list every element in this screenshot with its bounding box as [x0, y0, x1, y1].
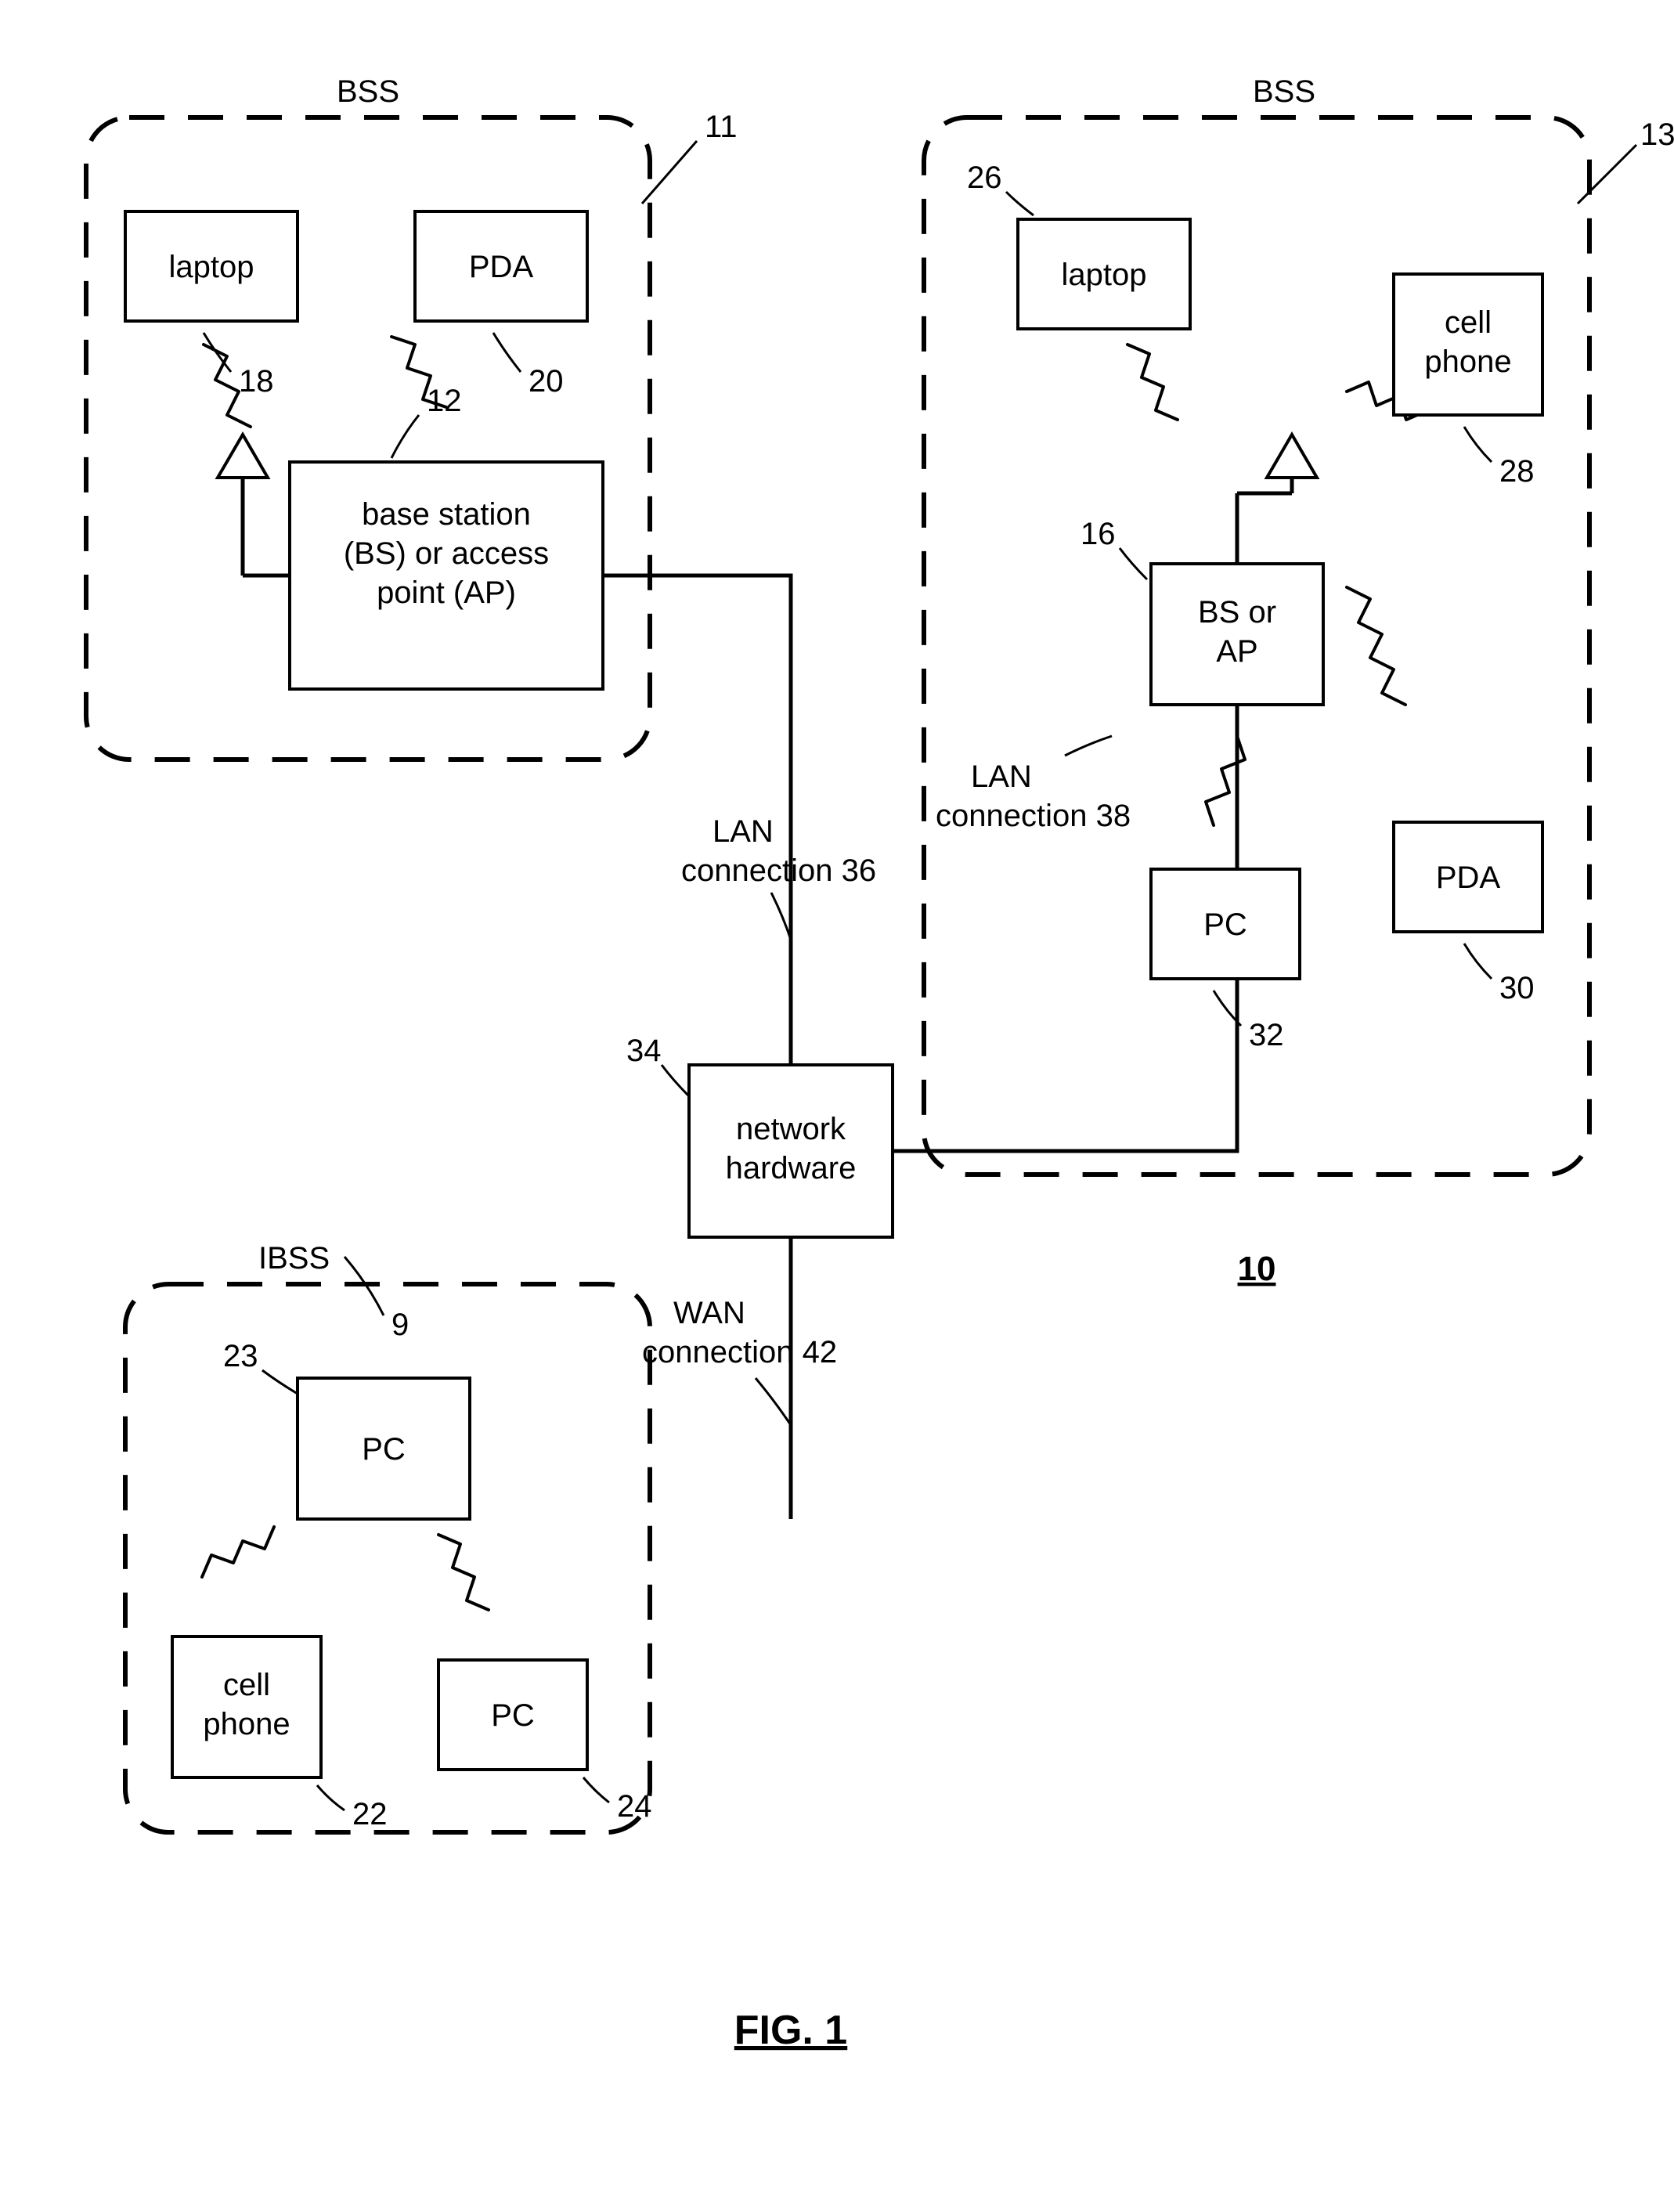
svg-text:AP: AP: [1216, 634, 1257, 669]
node-pc-right: PC 32: [1151, 869, 1300, 1052]
svg-text:hardware: hardware: [726, 1151, 857, 1185]
svg-text:18: 18: [239, 364, 274, 399]
svg-text:32: 32: [1249, 1018, 1284, 1052]
node-pda-right: PDA 30: [1394, 822, 1542, 1005]
svg-text:base station: base station: [362, 497, 531, 532]
svg-text:30: 30: [1499, 971, 1535, 1005]
group-ref: 9: [391, 1308, 409, 1342]
svg-text:23: 23: [223, 1339, 258, 1373]
svg-text:26: 26: [967, 161, 1002, 195]
svg-text:16: 16: [1081, 517, 1116, 551]
node-laptop-right: laptop 26: [967, 161, 1190, 329]
svg-text:34: 34: [626, 1034, 662, 1068]
antenna-right: [1237, 435, 1317, 564]
rf-link: [1127, 345, 1178, 420]
antenna-left: [218, 435, 290, 576]
node-bs-left: base station (BS) or access point (AP) 1…: [290, 384, 603, 689]
svg-text:cell: cell: [223, 1668, 270, 1702]
svg-text:BS or: BS or: [1198, 595, 1276, 630]
svg-text:point (AP): point (AP): [377, 576, 516, 610]
svg-text:12: 12: [427, 384, 462, 418]
node-pc-ibss-bot: PC 24: [438, 1660, 652, 1824]
svg-text:22: 22: [352, 1797, 388, 1831]
svg-text:24: 24: [617, 1789, 652, 1824]
svg-text:connection 42: connection 42: [642, 1335, 837, 1369]
svg-text:20: 20: [529, 364, 564, 399]
svg-text:PC: PC: [491, 1698, 535, 1733]
svg-text:phone: phone: [203, 1707, 290, 1741]
svg-text:28: 28: [1499, 454, 1535, 489]
figure-title: FIG. 1: [734, 2008, 847, 2053]
node-bs-right: BS or AP 16: [1081, 517, 1323, 705]
node-pc-ibss-top: PC 23: [223, 1339, 470, 1519]
node-pda-left: PDA 20: [415, 211, 587, 399]
svg-text:LAN: LAN: [971, 760, 1032, 794]
svg-text:10: 10: [1238, 1250, 1276, 1288]
svg-text:network: network: [736, 1112, 846, 1146]
group-label: BSS: [337, 74, 399, 109]
group-ref: 13: [1640, 117, 1674, 152]
svg-text:laptop: laptop: [169, 250, 254, 284]
svg-text:PC: PC: [362, 1432, 406, 1467]
svg-text:PDA: PDA: [469, 250, 534, 284]
svg-text:phone: phone: [1424, 345, 1511, 379]
system-ref: 10: [1238, 1250, 1276, 1288]
svg-text:FIG. 1: FIG. 1: [734, 2008, 847, 2053]
svg-text:LAN: LAN: [713, 814, 774, 849]
svg-text:PDA: PDA: [1436, 861, 1501, 895]
svg-text:WAN: WAN: [673, 1296, 745, 1330]
svg-text:connection 36: connection 36: [681, 853, 876, 888]
rf-link: [438, 1535, 489, 1610]
node-laptop-left: laptop 18: [125, 211, 298, 399]
rf-link: [1347, 587, 1405, 705]
node-cellphone-right: cell phone 28: [1394, 274, 1542, 489]
svg-text:connection 38: connection 38: [936, 799, 1131, 833]
node-cellphone-ibss: cell phone 22: [172, 1636, 388, 1831]
connection-wan: WAN connection 42: [642, 1237, 837, 1519]
node-network-hardware: network hardware 34: [626, 1034, 893, 1237]
group-label: BSS: [1253, 74, 1315, 109]
connection-lan-left: LAN connection 36: [603, 576, 876, 1065]
rf-link: [202, 1527, 274, 1577]
svg-text:laptop: laptop: [1062, 258, 1147, 292]
svg-text:(BS) or access: (BS) or access: [344, 536, 549, 571]
svg-text:cell: cell: [1445, 305, 1492, 340]
svg-text:PC: PC: [1203, 908, 1247, 942]
group-label: IBSS: [258, 1241, 330, 1276]
group-ref: 11: [705, 110, 738, 144]
